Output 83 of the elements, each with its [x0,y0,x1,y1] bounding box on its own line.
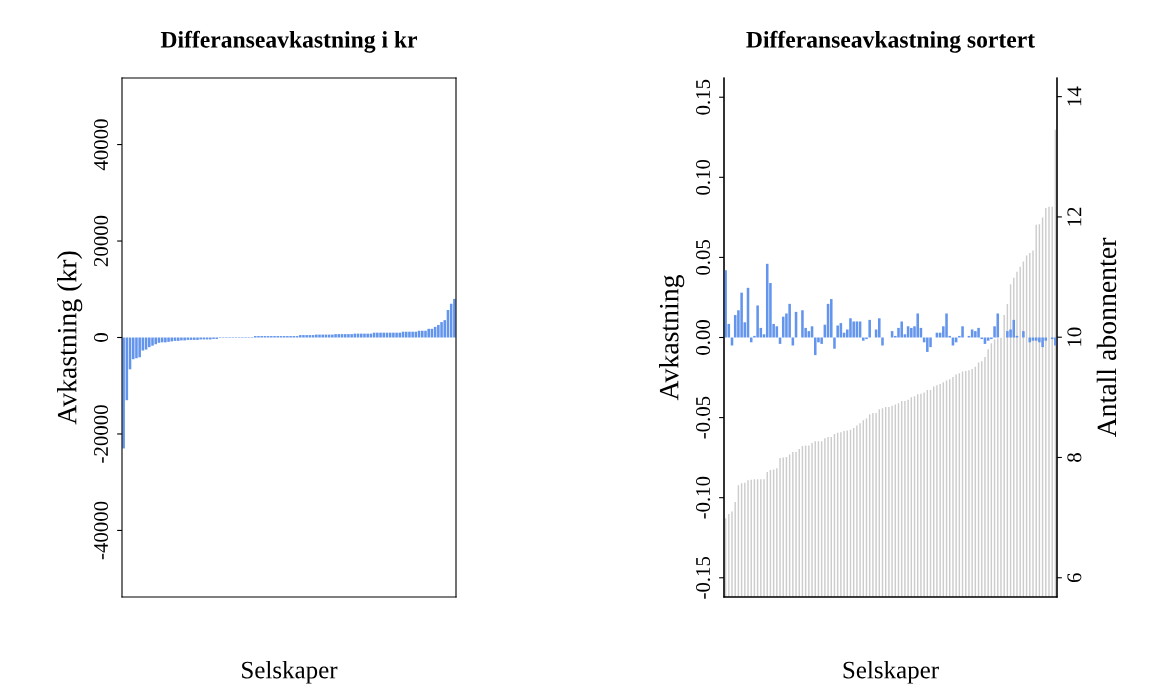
bar [801,310,804,338]
y-tick-label: 0.10 [695,159,711,195]
bar [836,325,839,338]
bar [311,335,315,338]
bar [756,305,759,338]
chart-title: Differanseavkastning sortert [746,30,1035,53]
bar [765,263,769,338]
y-tick-label: 40000 [93,119,109,171]
bar [318,334,321,338]
y2-tick-label: 10 [1067,327,1082,346]
bar [996,313,1000,338]
bar [305,335,308,338]
bar [926,337,929,352]
bar [167,337,170,342]
y-tick-label: -0.10 [695,476,711,519]
bar [334,334,337,338]
bar [868,319,871,338]
y2-tick-label: 12 [1067,207,1082,226]
bar [366,333,369,338]
y-axis-title: Avkastning (kr) [57,251,83,425]
bar [900,321,903,338]
y-tick-label: -40000 [93,501,109,560]
y-tick-label: 20000 [93,215,109,267]
bar [148,337,151,348]
bar [974,331,977,338]
y2-tick-label: 14 [1067,86,1082,106]
x-axis-title: Selskaper [242,660,338,684]
bar [411,331,414,338]
bar [878,318,881,338]
y2-tick-label: 6 [1067,573,1082,583]
y-tick-label: 0 [93,333,109,342]
bar [849,318,852,338]
bar [363,333,366,338]
bar [151,337,154,346]
y2-axis-title: Antall abonnenter [1096,237,1117,438]
y-tick-label: 0.15 [695,79,711,115]
bar [929,337,932,348]
bar [740,292,743,338]
bar [395,332,398,338]
bar [916,313,919,338]
bar [302,335,305,338]
bar [910,327,913,338]
y-axis-title: Avkastning [659,275,685,401]
bar [1022,331,1025,338]
bar [315,334,318,338]
y2-tick-label: 8 [1067,453,1082,462]
bar [781,316,785,338]
bar [379,332,382,338]
y-tick-label: -0.05 [695,396,711,439]
bar [138,337,141,358]
bar [820,337,823,344]
bar [852,321,855,338]
bar [833,337,836,349]
bar [1041,337,1044,348]
bar [347,334,350,338]
bar [427,328,430,338]
x-axis-title: Selskaper [843,660,939,684]
bar [977,327,980,338]
y-tick-label: 0.05 [695,239,711,275]
bar [424,330,427,338]
y-tick-label: 0.00 [695,320,711,355]
bar [1012,319,1016,338]
bar [164,337,167,343]
bar [308,335,312,338]
bar [1038,337,1041,343]
bar [1006,331,1009,338]
bar [437,324,440,338]
bar [881,337,884,346]
bar [829,299,833,338]
bar [813,337,817,356]
bar [961,326,964,338]
bar [945,313,948,338]
bar [440,322,443,338]
bar [408,331,411,338]
chart-title: Differanseavkastning i kr [160,30,418,53]
bar [135,337,138,359]
y-tick-label: -20000 [93,405,109,463]
bar [376,332,379,338]
bar [788,303,791,338]
bar [350,334,353,338]
bar [331,334,334,338]
y-tick-label: -0.15 [695,556,711,599]
bar [392,332,395,338]
